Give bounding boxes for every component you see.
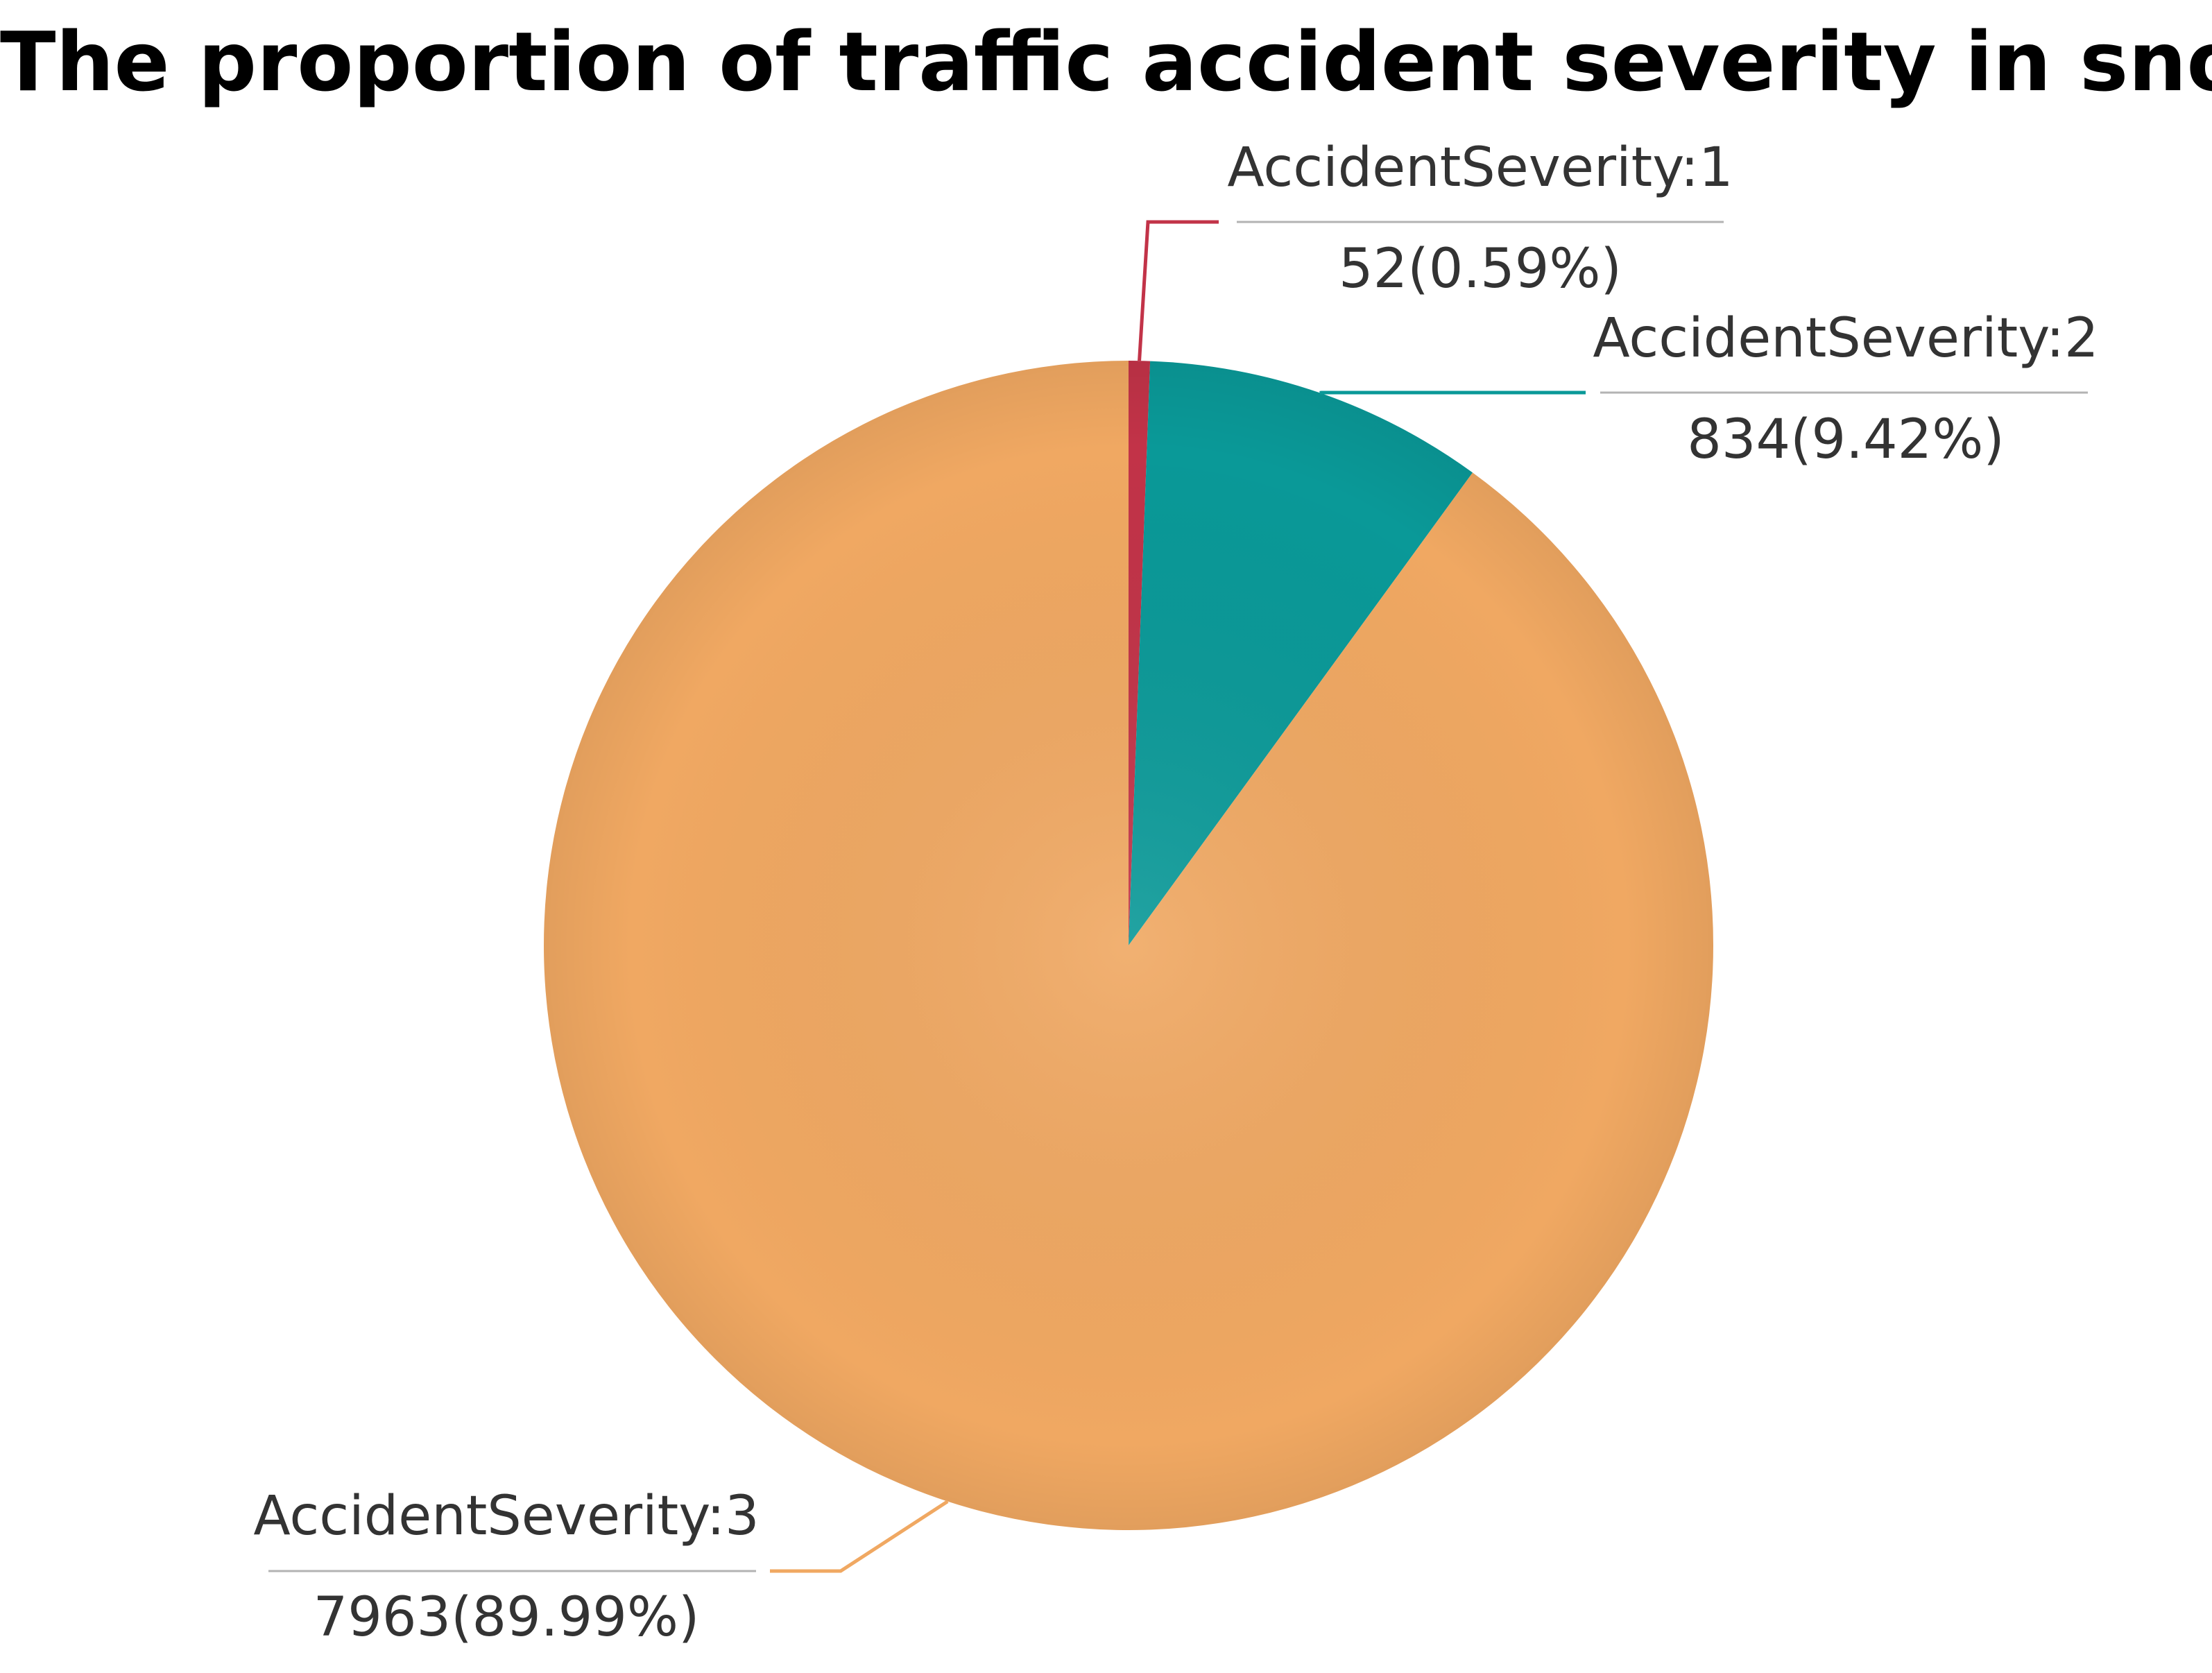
- slice-label-name-3: AccidentSeverity:3: [253, 1485, 759, 1547]
- slice-labels: AccidentSeverity:1 52(0.59%) AccidentSever…: [253, 137, 2098, 1649]
- pie-slices: [543, 361, 1713, 1530]
- leader-line-1: [1138, 220, 1219, 361]
- chart-title: The proportion of traffic accident sever…: [0, 14, 2212, 110]
- slice-label-value-2: 834(9.42%): [1687, 409, 2005, 471]
- leader-line-3: [770, 1500, 949, 1573]
- slice-label-value-1: 52(0.59%): [1339, 238, 1622, 300]
- slice-label-name-2: AccidentSeverity:2: [1593, 307, 2098, 370]
- slice-label-value-3: 7963(89.99%): [314, 1586, 700, 1649]
- slice-label-name-1: AccidentSeverity:1: [1227, 137, 1733, 199]
- pie-slice-3[interactable]: [543, 361, 1713, 1530]
